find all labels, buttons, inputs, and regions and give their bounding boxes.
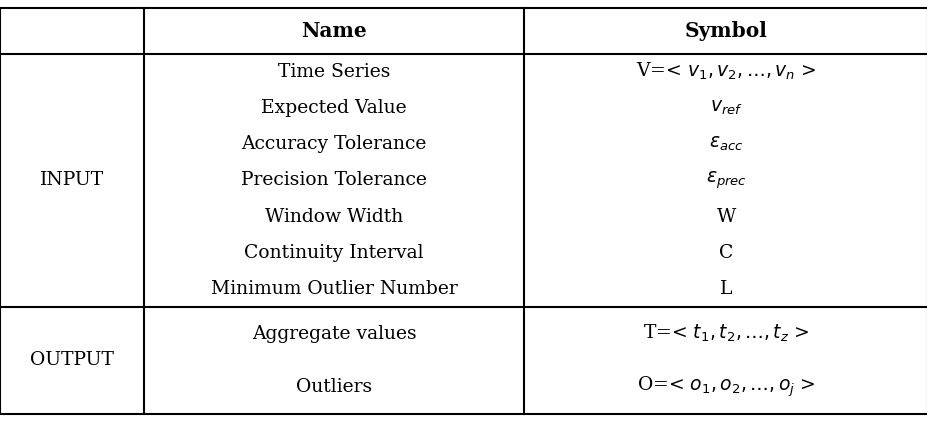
Text: INPUT: INPUT	[40, 171, 104, 189]
Text: O=< $o_1, o_2, \ldots, o_j$ >: O=< $o_1, o_2, \ldots, o_j$ >	[636, 375, 815, 399]
Text: C: C	[718, 244, 732, 262]
Text: Time Series: Time Series	[277, 63, 390, 81]
Text: OUTPUT: OUTPUT	[30, 352, 114, 369]
Text: Expected Value: Expected Value	[261, 99, 406, 117]
Text: W: W	[716, 208, 735, 226]
Text: $\varepsilon_{prec}$: $\varepsilon_{prec}$	[705, 170, 746, 191]
Text: Window Width: Window Width	[265, 208, 402, 226]
Text: T=< $t_1, t_2, \ldots, t_z$ >: T=< $t_1, t_2, \ldots, t_z$ >	[642, 323, 808, 344]
Text: $v_{ref}$: $v_{ref}$	[709, 99, 742, 117]
Text: Continuity Interval: Continuity Interval	[244, 244, 424, 262]
Text: V=< $v_1, v_2, \ldots, v_n$ >: V=< $v_1, v_2, \ldots, v_n$ >	[635, 61, 816, 82]
Text: Symbol: Symbol	[684, 21, 767, 41]
Text: Aggregate values: Aggregate values	[251, 325, 416, 343]
Text: Name: Name	[301, 21, 366, 41]
Text: L: L	[719, 280, 731, 298]
Text: Minimum Outlier Number: Minimum Outlier Number	[210, 280, 457, 298]
Text: $\varepsilon_{acc}$: $\varepsilon_{acc}$	[708, 135, 743, 154]
Text: Outliers: Outliers	[296, 378, 372, 396]
Text: Precision Tolerance: Precision Tolerance	[241, 171, 426, 189]
Text: Accuracy Tolerance: Accuracy Tolerance	[241, 135, 426, 153]
